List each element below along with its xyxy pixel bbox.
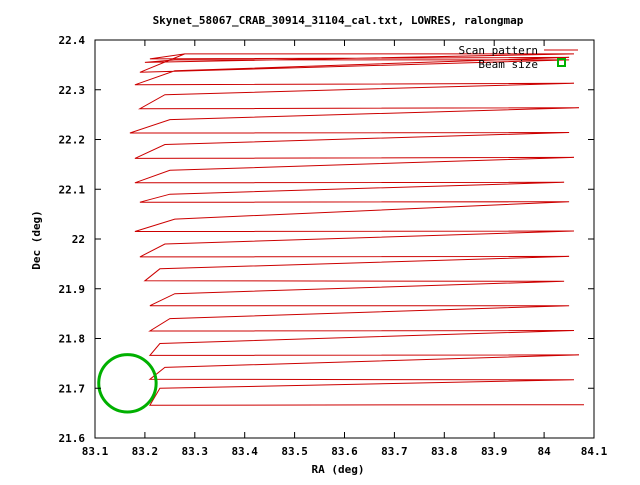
y-tick-label: 22.1	[59, 183, 86, 196]
x-tick-label: 83.9	[481, 445, 508, 458]
x-tick-label: 83.3	[182, 445, 209, 458]
y-tick-label: 22.2	[59, 134, 86, 147]
y-tick-label: 22.3	[59, 84, 86, 97]
x-tick-label: 83.2	[132, 445, 159, 458]
x-tick-label: 84.1	[581, 445, 608, 458]
y-tick-label: 21.7	[59, 382, 86, 395]
y-tick-label: 22	[72, 233, 85, 246]
x-tick-label: 83.4	[231, 445, 258, 458]
x-tick-label: 83.6	[331, 445, 358, 458]
y-axis-label: Dec (deg)	[30, 210, 43, 270]
x-tick-label: 83.5	[281, 445, 308, 458]
y-tick-label: 21.6	[59, 432, 86, 445]
x-tick-label: 83.1	[82, 445, 109, 458]
y-tick-label: 21.9	[59, 283, 86, 296]
x-axis-label: RA (deg)	[312, 463, 365, 476]
legend-label-scan-pattern: Scan pattern	[459, 44, 538, 57]
scan-pattern-line	[129, 53, 585, 406]
chart-title: Skynet_58067_CRAB_30914_31104_cal.txt, L…	[153, 14, 524, 27]
x-tick-label: 84	[537, 445, 551, 458]
legend-label-beam-size: Beam size	[478, 58, 538, 71]
axes: 83.1 83.2 83.3 83.4 83.5 83.6 83.7 83.8 83.9 84 84…	[59, 34, 608, 458]
y-tick-label: 22.4	[59, 34, 86, 47]
beam-size-circle	[97, 353, 158, 414]
legend-swatch-beam-size	[557, 58, 566, 67]
plot-area	[97, 53, 585, 414]
y-tick-label: 21.8	[59, 333, 86, 346]
x-tick-label: 83.7	[381, 445, 408, 458]
x-tick-label: 83.8	[431, 445, 458, 458]
